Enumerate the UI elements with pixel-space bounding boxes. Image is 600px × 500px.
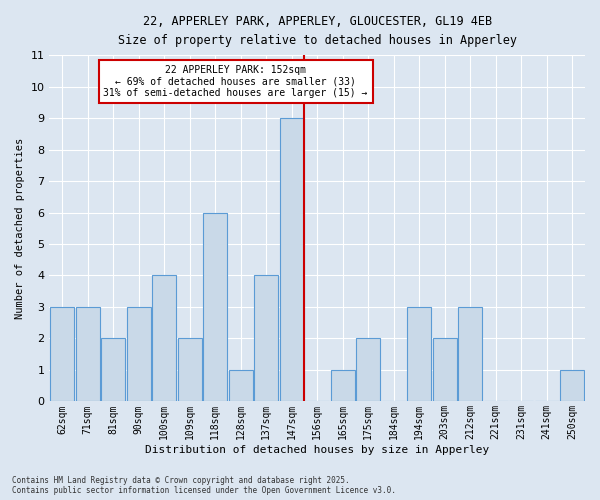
Text: 22 APPERLEY PARK: 152sqm
← 69% of detached houses are smaller (33)
31% of semi-d: 22 APPERLEY PARK: 152sqm ← 69% of detach…: [103, 64, 368, 98]
Bar: [407, 307, 431, 402]
Bar: [229, 370, 253, 402]
Bar: [50, 307, 74, 402]
Bar: [101, 338, 125, 402]
Title: 22, APPERLEY PARK, APPERLEY, GLOUCESTER, GL19 4EB
Size of property relative to d: 22, APPERLEY PARK, APPERLEY, GLOUCESTER,…: [118, 15, 517, 47]
Bar: [356, 338, 380, 402]
Bar: [280, 118, 304, 402]
Bar: [331, 370, 355, 402]
Bar: [560, 370, 584, 402]
Y-axis label: Number of detached properties: Number of detached properties: [15, 138, 25, 319]
Bar: [458, 307, 482, 402]
Bar: [152, 276, 176, 402]
Bar: [127, 307, 151, 402]
Text: Contains HM Land Registry data © Crown copyright and database right 2025.
Contai: Contains HM Land Registry data © Crown c…: [12, 476, 396, 495]
Bar: [178, 338, 202, 402]
Bar: [254, 276, 278, 402]
X-axis label: Distribution of detached houses by size in Apperley: Distribution of detached houses by size …: [145, 445, 490, 455]
Bar: [76, 307, 100, 402]
Bar: [203, 212, 227, 402]
Bar: [433, 338, 457, 402]
